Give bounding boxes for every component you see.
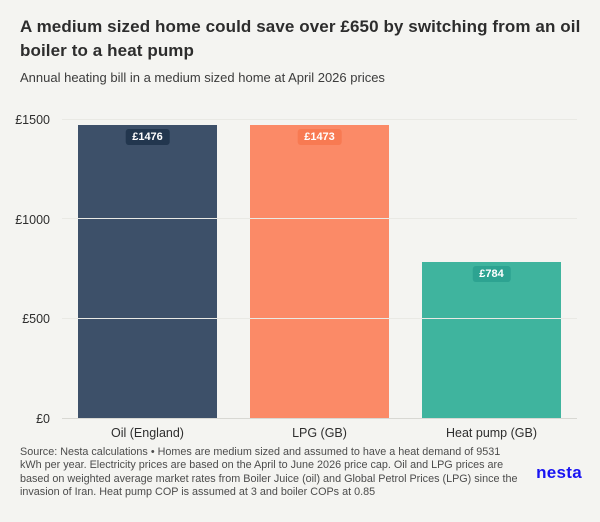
chart-title: A medium sized home could save over £650… (20, 17, 581, 60)
bar-value-label: £1476 (125, 128, 170, 145)
bars-row: £1476 £1473 £784 (62, 120, 577, 418)
y-tick-label: £1000 (15, 212, 50, 227)
bar-lpg-gb[interactable]: £1473 (250, 125, 389, 418)
gridline-1000 (62, 218, 577, 220)
gridline-1500 (62, 119, 577, 120)
bar-value-label: £1473 (297, 129, 342, 146)
source-note: Source: Nesta calculations • Homes are m… (20, 446, 518, 499)
footer: Source: Nesta calculations • Homes are m… (20, 446, 582, 500)
bar-chart: £0 £500 £1000 £1500 £1476 £1473 £784 Oil (Eng… (0, 105, 600, 443)
chart-header: A medium sized home could save over £650… (20, 15, 592, 85)
gridline-500 (62, 317, 577, 319)
x-tick-label: Heat pump (GB) (445, 426, 537, 440)
plot-area: £1476 £1473 £784 (62, 119, 577, 419)
y-tick-label: £0 (36, 412, 50, 426)
bar-oil-england[interactable]: £1476 (78, 124, 217, 418)
y-tick-label: £1500 (15, 113, 50, 127)
x-tick-label: LPG (GB) (292, 426, 347, 440)
x-tick-label: Oil (England) (111, 426, 184, 440)
bar-heat-pump-gb[interactable]: £784 (422, 262, 561, 418)
nesta-logo: nesta (536, 462, 582, 482)
chart-subtitle: Annual heating bill in a medium sized ho… (20, 70, 385, 85)
y-axis: £0 £500 £1000 £1500 (0, 113, 50, 426)
y-tick-label: £500 (22, 312, 50, 327)
bar-value-label: £784 (472, 266, 511, 283)
x-axis: Oil (England) LPG (GB) Heat pump (GB) (62, 426, 577, 443)
